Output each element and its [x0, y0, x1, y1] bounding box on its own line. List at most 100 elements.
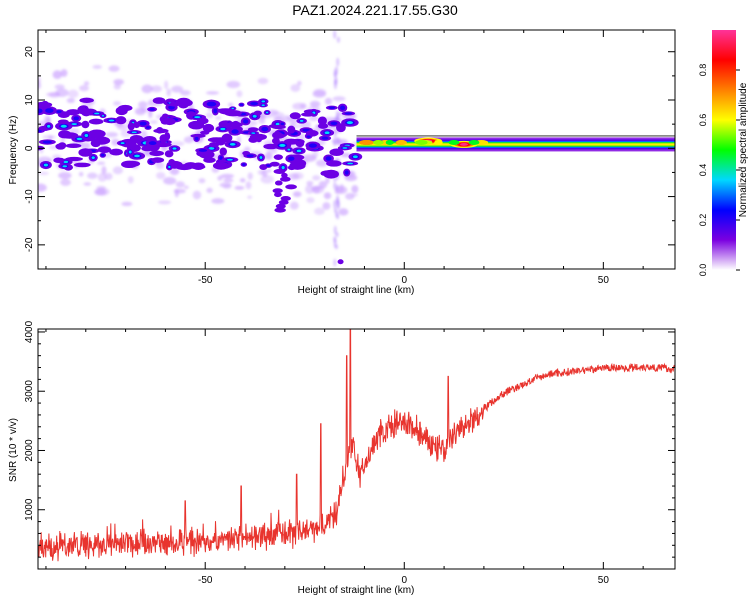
heatmap-cell — [113, 79, 125, 86]
heatmap-cell — [245, 181, 252, 190]
heatmap-cell — [105, 132, 119, 138]
heatmap-cell — [243, 146, 251, 152]
heatmap-cell — [273, 154, 283, 160]
heatmap-cell — [163, 176, 177, 185]
heatmap-cell — [63, 160, 69, 164]
heatmap-cell — [333, 30, 337, 39]
heatmap-cell — [168, 165, 171, 169]
heatmap-cell — [94, 112, 100, 115]
heatmap-cell — [121, 201, 133, 207]
heatmap-cell — [468, 139, 480, 145]
heatmap-cell — [314, 207, 325, 216]
heatmap-cell — [95, 187, 110, 196]
heatmap-cell — [211, 198, 225, 204]
heatmap-cell — [120, 142, 125, 145]
heatmap-cell — [228, 102, 234, 107]
heatmap-band — [356, 143, 675, 146]
colorbar-tick-label: 0.8 — [698, 64, 708, 77]
heatmap-cell — [38, 76, 41, 85]
heatmap-cell — [333, 181, 337, 190]
heatmap-cell — [177, 99, 188, 105]
heatmap-cell — [336, 200, 340, 210]
spectrogram-panel: -50 0 50 -20 -10 0 10 20 Height of straight lin… — [8, 29, 676, 296]
heatmap-cell — [104, 172, 113, 181]
heatmap-cell — [258, 117, 266, 124]
heatmap-cell — [127, 176, 134, 184]
heatmap-cell — [78, 171, 84, 177]
heatmap-cell — [287, 165, 296, 171]
heatmap-cell — [65, 156, 83, 162]
colorbar: 0.0 0.2 0.4 0.6 0.8 Normalized spectral ampl… — [698, 30, 749, 276]
heatmap-cell — [297, 80, 302, 86]
heatmap-cell — [335, 244, 339, 250]
heatmap-cell — [247, 195, 253, 199]
heatmap-cell — [206, 187, 213, 194]
heatmap-cell — [334, 75, 338, 86]
heatmap-cell — [47, 124, 51, 128]
heatmap-cell — [448, 139, 460, 145]
heatmap-cell — [90, 139, 101, 148]
heatmap-cell — [272, 188, 283, 194]
snr-series — [38, 329, 675, 562]
y-tick-label: -10 — [24, 189, 35, 204]
heatmap-cell — [296, 149, 302, 153]
heatmap-cell — [205, 91, 220, 95]
heatmap-cell — [321, 136, 329, 140]
heatmap-cell — [336, 57, 340, 67]
heatmap-cell — [134, 154, 140, 158]
heatmap-cell — [112, 166, 124, 175]
heatmap-cell — [76, 137, 83, 141]
spectrogram-ylabel: Frequency (Hz) — [8, 116, 19, 185]
heatmap-cell — [149, 107, 155, 111]
heatmap-cell — [108, 119, 115, 122]
y-tick-label: 4000 — [24, 320, 35, 343]
heatmap-cell — [330, 121, 338, 126]
heatmap-cell — [38, 108, 43, 114]
snr-xlabel: Height of straight line (km) — [298, 585, 415, 596]
heatmap-cell — [325, 156, 332, 161]
heatmap-cell — [227, 158, 233, 161]
heatmap-cell — [38, 183, 47, 192]
snr-axes: -50 0 50 1000 2000 3000 4000 — [24, 320, 675, 586]
heatmap-cell — [84, 133, 89, 137]
heatmap-cell — [169, 167, 180, 176]
colorbar-tick-label: 0.6 — [698, 114, 708, 127]
heatmap-cell — [101, 166, 107, 175]
colorbar-ramp — [712, 30, 736, 270]
heatmap-cell — [46, 92, 61, 97]
heatmap-cell — [274, 180, 283, 186]
heatmap-cell — [312, 90, 327, 98]
heatmap-cell — [335, 184, 339, 191]
heatmap-blobs — [38, 97, 363, 265]
heatmap-cell — [78, 148, 93, 157]
heatmap-cell — [300, 103, 307, 110]
heatmap-cell — [242, 163, 246, 166]
heatmap-cell — [148, 141, 157, 146]
colorbar-tick-label: 0.4 — [698, 164, 708, 177]
heatmap-cell — [96, 161, 106, 165]
heatmap-cell — [60, 124, 67, 128]
heatmap-cell — [212, 161, 230, 170]
heatmap-cell — [38, 101, 53, 108]
heatmap-cell — [261, 104, 265, 106]
heatmap-cell — [194, 136, 199, 141]
heatmap-band-edge — [356, 135, 675, 137]
heatmap-cell — [308, 143, 317, 148]
heatmap-cell — [164, 150, 174, 158]
heatmap-cell — [100, 153, 105, 157]
heatmap-cell — [52, 70, 63, 79]
y-tick-label: -20 — [24, 237, 35, 252]
heatmap-cell — [169, 102, 180, 107]
x-tick-label: 50 — [598, 575, 610, 586]
heatmap-cell — [159, 134, 168, 143]
x-tick-label: -50 — [198, 575, 213, 586]
heatmap-cell — [71, 123, 78, 126]
heatmap-cell — [323, 117, 337, 121]
heatmap-cell — [329, 148, 344, 157]
heatmap-cell — [215, 137, 226, 146]
heatmap-cell — [336, 136, 340, 143]
heatmap-cell — [261, 100, 266, 103]
heatmap-cell — [287, 148, 291, 151]
heatmap-cell — [213, 108, 218, 114]
